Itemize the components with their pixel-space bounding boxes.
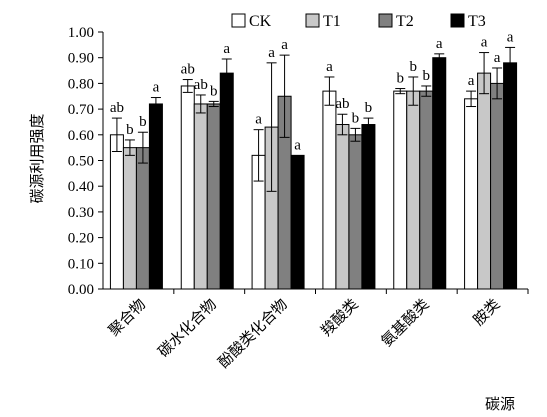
significance-letter: ab	[194, 77, 208, 93]
bar	[335, 124, 350, 290]
bar	[109, 134, 124, 290]
significance-letter: a	[281, 37, 288, 53]
y-tick-label: 0.40	[68, 179, 94, 195]
y-tick-label: 0.60	[68, 128, 94, 144]
significance-letter: a	[153, 80, 160, 96]
significance-letter: a	[481, 35, 488, 51]
bar	[290, 154, 305, 290]
significance-letter: b	[410, 59, 418, 75]
bar	[322, 90, 337, 290]
y-tick-label: 0.10	[68, 256, 94, 272]
y-tick-label: 1.00	[68, 25, 94, 41]
bar	[122, 147, 137, 290]
bar	[361, 124, 376, 290]
bar	[193, 103, 208, 290]
y-tick-label: 0.90	[68, 51, 94, 67]
bar	[348, 134, 363, 290]
x-category-label: 羧酸类	[317, 295, 362, 340]
x-category-label: 氨基酸类	[377, 295, 432, 350]
significance-letter: b	[210, 83, 218, 99]
x-category-label: 碳水化合物	[154, 295, 220, 361]
significance-letter: a	[223, 41, 230, 57]
significance-letter: a	[326, 59, 333, 75]
x-category-label: 酚酸类化合物	[215, 295, 291, 371]
significance-letter: b	[139, 114, 147, 130]
bar	[393, 90, 408, 290]
legend-label: T3	[468, 13, 486, 30]
significance-letter: b	[365, 100, 373, 116]
bar	[477, 72, 492, 290]
bar	[432, 57, 447, 290]
legend-swatch	[231, 13, 246, 28]
legend-label: T1	[323, 13, 341, 30]
legend-label: T2	[396, 13, 414, 30]
significance-letter: b	[126, 122, 134, 138]
x-category-label: 聚合物	[105, 295, 150, 340]
significance-letter: a	[294, 137, 301, 153]
bar	[180, 85, 195, 290]
y-tick-label: 0.70	[68, 102, 94, 118]
bar	[219, 72, 234, 290]
significance-letter: a	[468, 73, 475, 89]
bar	[135, 147, 150, 290]
x-category-label: 胺类	[469, 295, 503, 329]
y-axis-title: 碳源利用强度	[28, 113, 46, 203]
legend-swatch	[378, 13, 393, 28]
y-tick-label: 0.20	[68, 231, 94, 247]
significance-letter: a	[507, 29, 514, 45]
significance-letter: a	[255, 112, 262, 128]
bar	[406, 90, 421, 290]
bar	[148, 103, 163, 290]
bar	[206, 103, 221, 290]
significance-letter: a	[268, 45, 275, 61]
bar	[419, 90, 434, 290]
significance-letter: b	[352, 110, 360, 126]
bar	[490, 82, 505, 290]
x-axis-title: 碳源	[485, 395, 515, 413]
y-tick-label: 0.50	[68, 154, 94, 170]
bar	[464, 98, 479, 290]
legend-swatch	[305, 13, 320, 28]
significance-letter: a	[436, 36, 443, 52]
legend-swatch	[450, 13, 465, 28]
legend-label: CK	[249, 13, 272, 30]
y-tick-label: 0.80	[68, 76, 94, 92]
y-tick-label: 0.30	[68, 205, 94, 221]
y-tick-label: 0.00	[68, 282, 94, 298]
significance-letter: ab	[335, 96, 349, 112]
significance-letter: ab	[110, 100, 124, 116]
significance-letter: ab	[181, 62, 195, 78]
significance-letter: b	[397, 71, 405, 87]
bar	[503, 62, 518, 290]
significance-letter: b	[423, 68, 431, 84]
significance-letter: a	[494, 50, 501, 66]
